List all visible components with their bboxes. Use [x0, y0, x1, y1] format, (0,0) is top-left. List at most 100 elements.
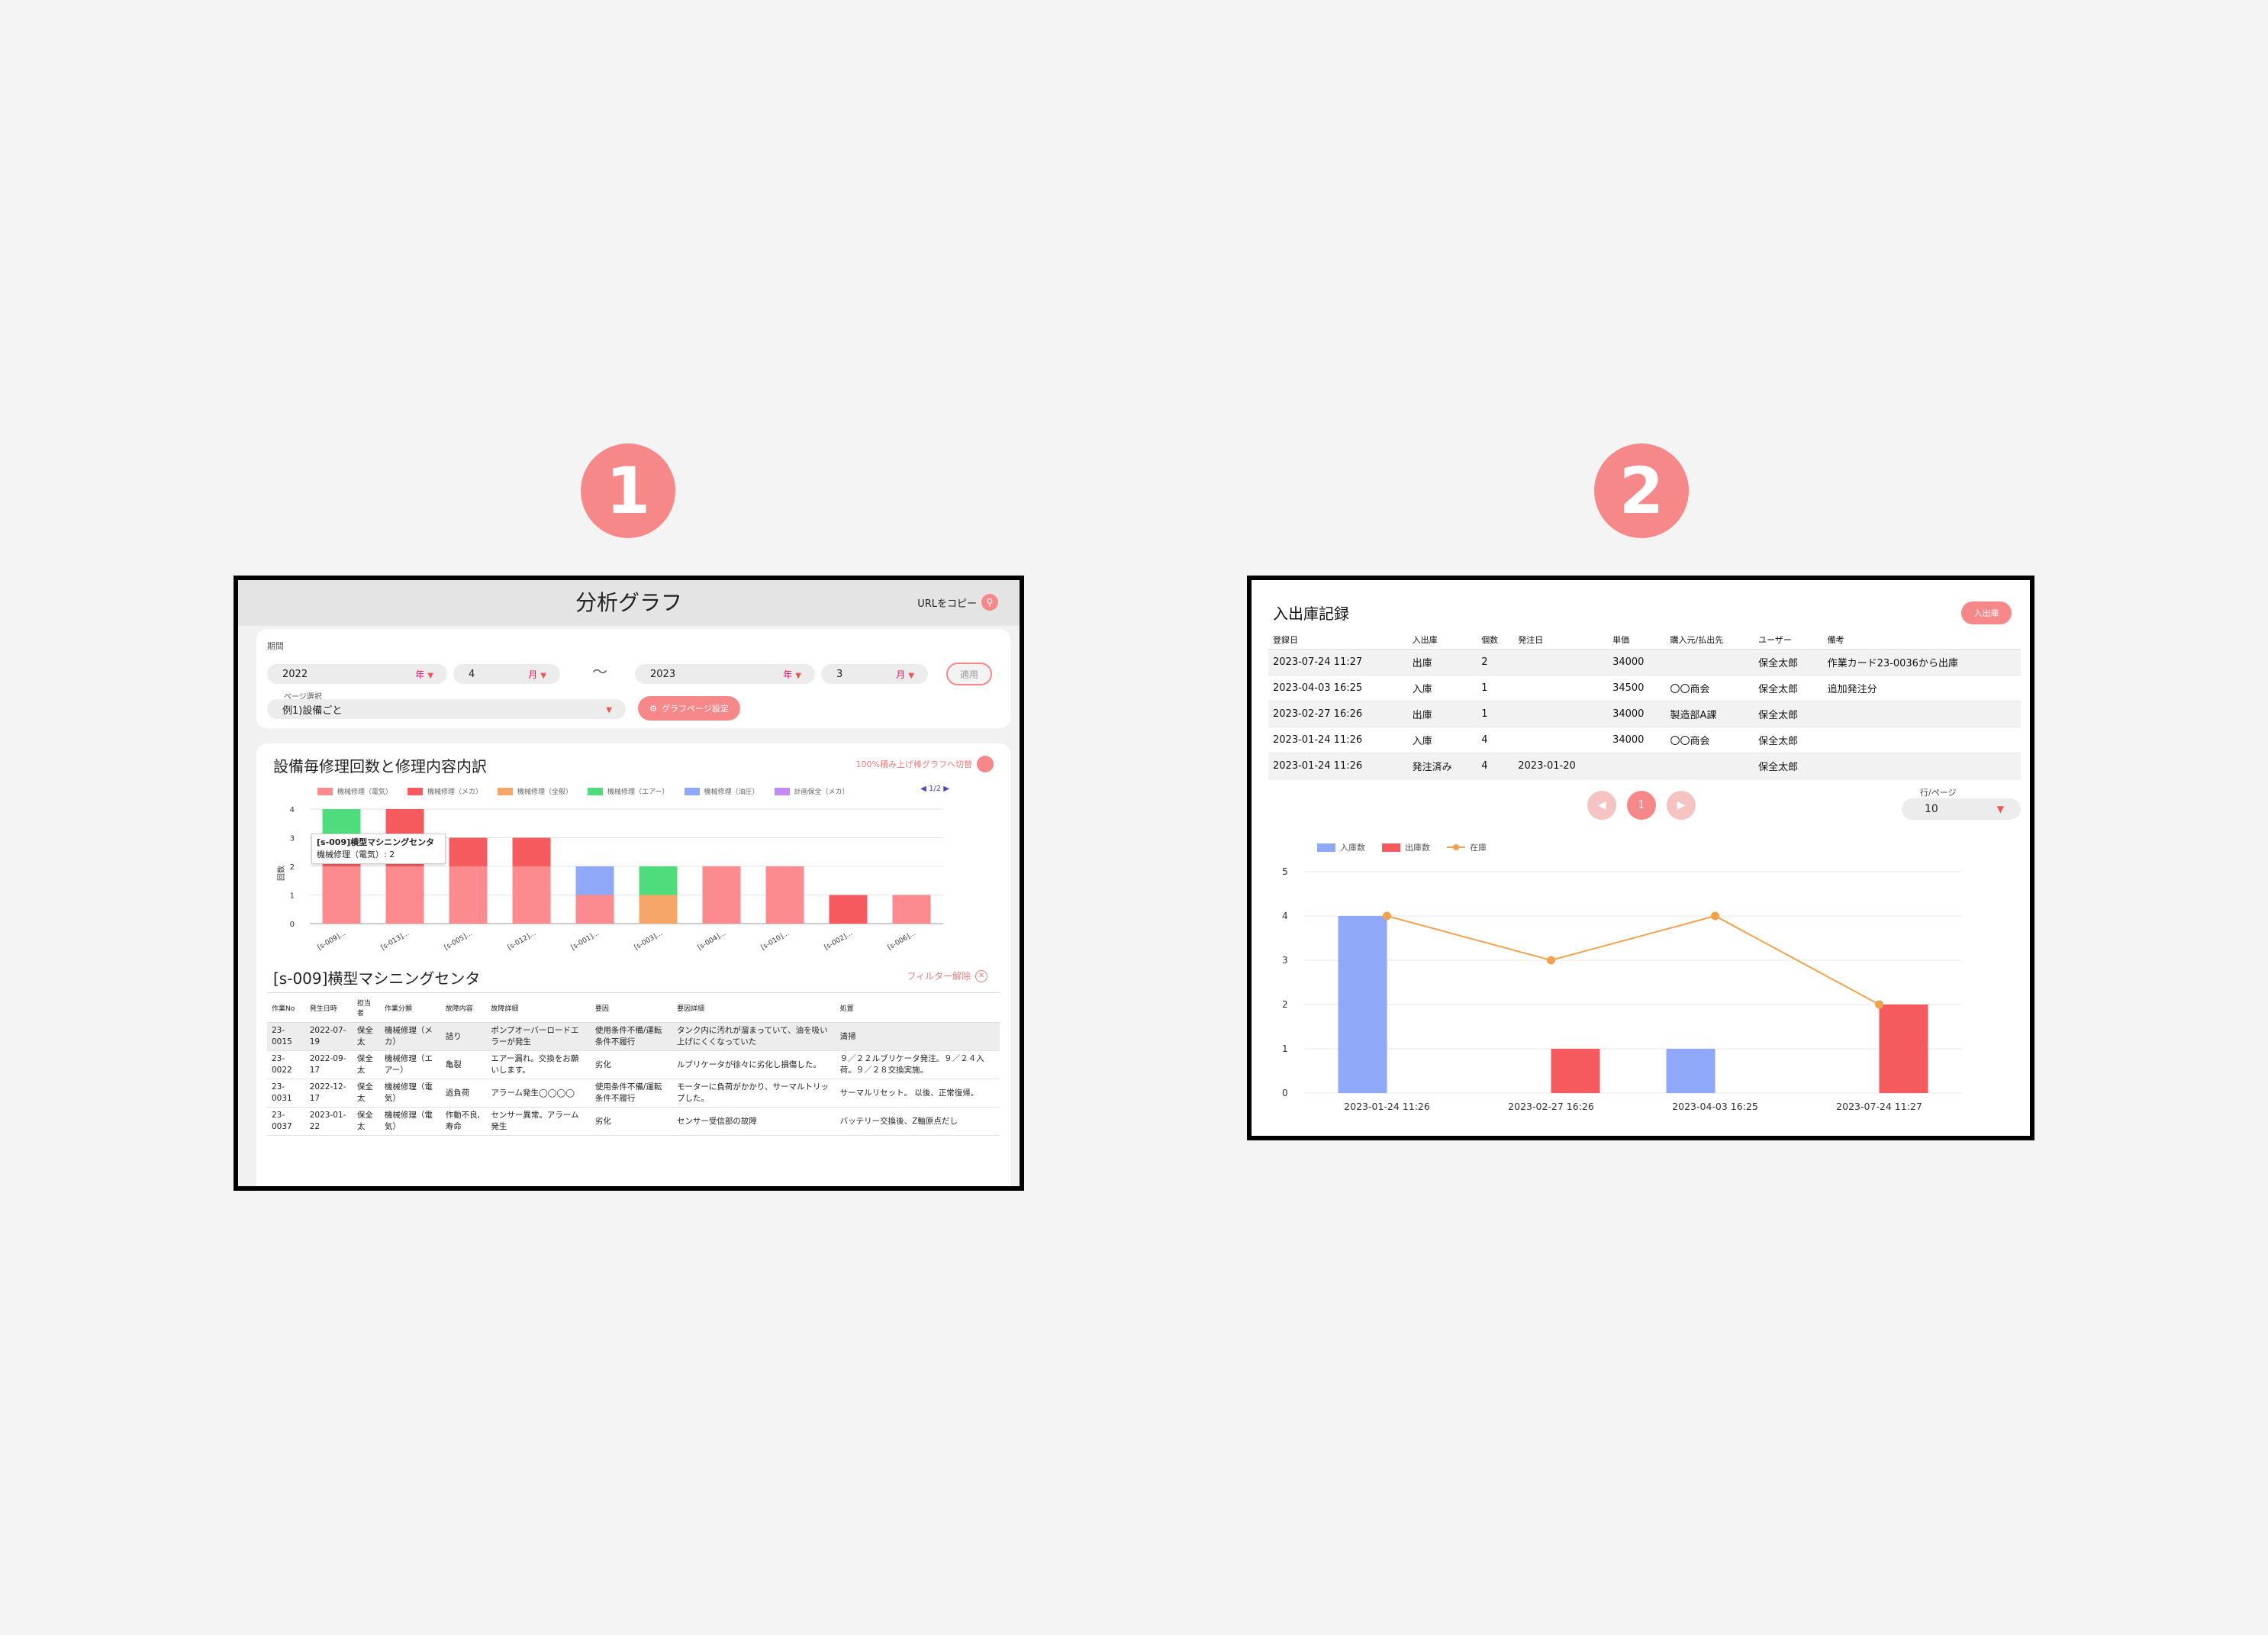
bar-segment[interactable] — [639, 866, 678, 895]
table-cell: 過負荷 — [440, 1079, 487, 1108]
legend-item-out[interactable]: 出庫数 — [1382, 841, 1430, 853]
start-year-value: 2022 — [282, 668, 308, 680]
table-row[interactable]: 2023-01-24 11:26 発注済み 4 2023-01-20 保全太郎 — [1268, 753, 2021, 779]
bar-segment[interactable] — [385, 866, 424, 924]
table-row[interactable]: 23-0031 2022-12-17 保全太 機械修理（電気） 過負荷 アラーム発生◯◯◯… — [267, 1079, 1000, 1108]
bar-segment[interactable] — [449, 866, 488, 924]
stock-point[interactable] — [1547, 956, 1555, 965]
stacked-100-toggle[interactable]: 100%積み上げ棒グラフへ切替 — [856, 756, 994, 772]
table-row[interactable]: 23-0015 2022-07-19 保全太 機械修理（メカ） 詰り ポンプオーバーロード… — [267, 1022, 1000, 1051]
x-tick-label: [s-006]... — [887, 930, 917, 952]
y-tick-label: 3 — [290, 835, 295, 843]
legend-item[interactable]: 機械修理（全般） — [498, 786, 572, 796]
bar-segment[interactable] — [892, 895, 931, 924]
toggle-icon — [977, 756, 994, 772]
stock-point[interactable] — [1711, 911, 1719, 921]
graph-page-settings-button[interactable]: ⚙ グラフページ設定 — [638, 696, 740, 721]
filter-clear-button[interactable]: フィルター解除 ✕ — [907, 969, 987, 982]
bar-segment[interactable] — [575, 895, 614, 924]
y-axis-label: 回数 — [276, 866, 286, 881]
page-title: 入出庫記録 — [1273, 605, 1349, 623]
table-cell: ルブリケータが徐々に劣化し損傷した。 — [672, 1050, 836, 1079]
page-select[interactable]: 例1)設備ごと ▼ — [267, 699, 626, 719]
table-cell: 2023-01-24 11:26 — [1268, 727, 1408, 753]
y-tick-label: 0 — [290, 921, 295, 929]
x-tick-label: [s-002]... — [823, 930, 854, 952]
stock-point[interactable] — [1875, 1000, 1883, 1009]
bar-segment[interactable] — [322, 866, 361, 924]
table-row[interactable]: 2023-02-27 16:26 出庫 1 34000 製造部A課 保全太郎 — [1268, 701, 2021, 727]
bar-segment[interactable] — [512, 837, 551, 867]
bar-segment[interactable] — [765, 866, 804, 924]
y-tick-label: 1 — [290, 892, 295, 901]
chevron-down-icon: ▼ — [540, 671, 546, 680]
legend-item[interactable]: 機械修理（油圧） — [684, 786, 759, 796]
legend-item[interactable]: 機械修理（メカ） — [408, 786, 482, 796]
bar[interactable] — [1666, 1049, 1715, 1093]
legend-item-stock[interactable]: 在庫 — [1447, 841, 1487, 853]
chart1-legend: 機械修理（電気） 機械修理（メカ） 機械修理（全般） 機械修理（エアー） 機械修理（油圧… — [317, 786, 849, 796]
table-cell: 2 — [1477, 649, 1514, 676]
rows-per-page-value: 10 — [1925, 803, 1938, 815]
start-month-suffix: 月 — [528, 669, 538, 680]
bar-segment[interactable] — [575, 866, 614, 895]
next-page-button[interactable]: ▶ — [1667, 791, 1696, 820]
table-cell: 出庫 — [1407, 701, 1477, 727]
bar-segment[interactable] — [639, 895, 678, 924]
end-year-select[interactable]: 2023 年 ▼ — [635, 664, 815, 684]
table-row[interactable]: 23-0037 2023-01-22 保全太 機械修理（電気） 作動不良,寿命 センサー異… — [267, 1107, 1000, 1136]
legend-item-in[interactable]: 入庫数 — [1317, 841, 1365, 853]
table-cell: 1 — [1477, 675, 1514, 701]
table-cell: 保全太郎 — [1754, 675, 1823, 701]
apply-button[interactable]: 適用 — [946, 663, 992, 685]
prev-page-button[interactable]: ◀ — [1587, 791, 1616, 820]
legend-item[interactable]: 計画保全（メカ） — [774, 786, 849, 796]
bar[interactable] — [1879, 1005, 1928, 1093]
table-cell: 4 — [1477, 753, 1514, 779]
table-row[interactable]: 2023-01-24 11:26 入庫 4 34000 〇〇商会 保全太郎 — [1268, 727, 2021, 753]
stock-in-out-button[interactable]: 入出庫 — [1961, 601, 2012, 624]
start-month-select[interactable]: 4 月 ▼ — [453, 664, 560, 684]
table-row[interactable]: 23-0022 2022-09-17 保全太 機械修理（エアー） 亀裂 エアー漏れ。交換を… — [267, 1050, 1000, 1079]
rows-per-page-select[interactable]: 10 ▼ — [1902, 798, 2021, 820]
end-month-select[interactable]: 3 月 ▼ — [821, 664, 928, 684]
column-header: 発注日 — [1513, 630, 1609, 650]
stock-line — [1387, 914, 1880, 1005]
stock-point[interactable] — [1383, 911, 1391, 921]
table-row[interactable]: 2023-07-24 11:27 出庫 2 34000 保全太郎 作業カード23-0036… — [1268, 649, 2021, 676]
table-cell: 保全太 — [352, 1107, 380, 1136]
chevron-left-icon[interactable]: ◀ — [920, 785, 926, 793]
table-cell: 保全太郎 — [1754, 753, 1823, 779]
table-cell — [1608, 753, 1666, 779]
table-cell: 発注済み — [1407, 753, 1477, 779]
legend-label: 機械修理（油圧） — [704, 788, 759, 796]
table-row[interactable]: 2023-04-03 16:25 入庫 1 34500 〇〇商会 保全太郎 追加発注分 — [1268, 675, 2021, 701]
page-select-value: 例1)設備ごと — [282, 705, 343, 717]
table-cell: 保全太郎 — [1754, 727, 1823, 753]
y-tick-label: 2 — [290, 863, 295, 872]
table-cell: 2023-01-22 — [304, 1107, 353, 1136]
bar-segment[interactable] — [829, 895, 868, 924]
legend-pager[interactable]: ◀ 1/2 ▶ — [920, 785, 949, 793]
page-1-button[interactable]: 1 — [1627, 791, 1656, 820]
bar-segment[interactable] — [449, 837, 488, 867]
table-cell — [1822, 701, 2021, 727]
table-cell: ポンプオーバーロードエラーが発生 — [486, 1022, 591, 1051]
detail-title: [s-009]横型マシニングセンタ — [273, 969, 481, 988]
url-copy-button[interactable]: URLをコピー ⚲ — [917, 594, 998, 611]
bar[interactable] — [1338, 916, 1387, 1093]
bar-segment[interactable] — [702, 866, 741, 924]
step-badge-1: 1 — [581, 443, 675, 538]
header: 分析グラフ URLをコピー ⚲ — [238, 580, 1020, 626]
chevron-right-icon[interactable]: ▶ — [943, 785, 949, 793]
legend-item[interactable]: 機械修理（エアー） — [588, 786, 669, 796]
bar[interactable] — [1551, 1049, 1600, 1093]
legend-item[interactable]: 機械修理（電気） — [317, 786, 392, 796]
table-cell: 劣化 — [590, 1107, 672, 1136]
table-cell — [1665, 649, 1754, 676]
bar-segment[interactable] — [512, 866, 551, 924]
bar-segment[interactable] — [322, 809, 361, 838]
start-year-select[interactable]: 2022 年 ▼ — [267, 664, 447, 684]
table-cell: 2023-02-27 16:26 — [1268, 701, 1408, 727]
legend-swatch — [408, 787, 424, 795]
